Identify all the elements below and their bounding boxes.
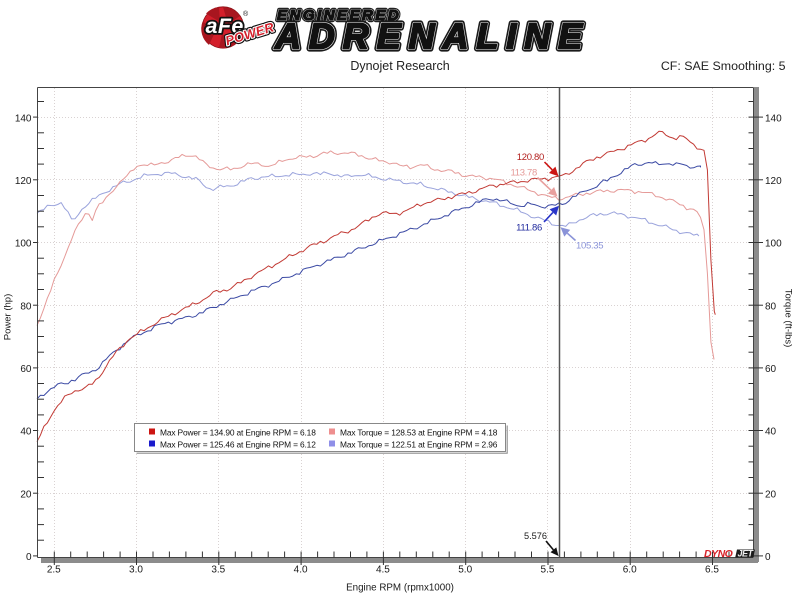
svg-text:6.5: 6.5 bbox=[705, 565, 719, 576]
svg-text:80: 80 bbox=[20, 301, 32, 312]
svg-text:Engine RPM (rpmx1000): Engine RPM (rpmx1000) bbox=[346, 583, 454, 594]
svg-text:111.86: 111.86 bbox=[516, 223, 542, 234]
svg-text:4.5: 4.5 bbox=[376, 565, 390, 576]
svg-text:aFe: aFe bbox=[206, 14, 244, 38]
svg-text:60: 60 bbox=[765, 364, 777, 375]
svg-text:Max Torque = 122.51 at Engine: Max Torque = 122.51 at Engine RPM = 2.96 bbox=[340, 440, 498, 450]
svg-text:6.0: 6.0 bbox=[623, 565, 637, 576]
svg-text:105.35: 105.35 bbox=[576, 241, 603, 252]
svg-text:20: 20 bbox=[765, 489, 777, 500]
svg-text:3.5: 3.5 bbox=[211, 565, 225, 576]
svg-text:40: 40 bbox=[765, 427, 777, 438]
svg-text:5.5: 5.5 bbox=[541, 565, 555, 576]
svg-text:120: 120 bbox=[15, 176, 32, 187]
svg-text:100: 100 bbox=[765, 239, 782, 250]
svg-text:JET: JET bbox=[738, 549, 755, 559]
svg-text:120.80: 120.80 bbox=[517, 152, 544, 163]
svg-text:Dynojet Research: Dynojet Research bbox=[350, 59, 449, 73]
svg-text:5.576: 5.576 bbox=[524, 531, 547, 541]
svg-text:140: 140 bbox=[765, 113, 782, 124]
svg-text:Max Torque = 128.53 at Engine: Max Torque = 128.53 at Engine RPM = 4.18 bbox=[340, 428, 498, 438]
svg-text:ENGINEERED: ENGINEERED bbox=[277, 7, 401, 24]
svg-text:CF: SAE Smoothing: 5: CF: SAE Smoothing: 5 bbox=[661, 59, 786, 73]
svg-text:®: ® bbox=[243, 10, 249, 18]
svg-text:0: 0 bbox=[26, 552, 32, 563]
svg-text:20: 20 bbox=[20, 489, 32, 500]
svg-text:3.0: 3.0 bbox=[129, 565, 143, 576]
svg-text:ADRENALINE: ADRENALINE bbox=[274, 16, 590, 57]
svg-text:113.78: 113.78 bbox=[510, 168, 537, 179]
svg-text:5.0: 5.0 bbox=[458, 565, 472, 576]
svg-text:120: 120 bbox=[765, 176, 782, 187]
svg-text:Max Power = 134.90 at Engine R: Max Power = 134.90 at Engine RPM = 6.18 bbox=[160, 428, 316, 438]
svg-text:4.0: 4.0 bbox=[294, 565, 308, 576]
svg-text:60: 60 bbox=[20, 364, 32, 375]
svg-text:40: 40 bbox=[20, 427, 32, 438]
svg-text:Torque (ft-lbs): Torque (ft-lbs) bbox=[783, 289, 794, 348]
svg-text:ENGINEERED: ENGINEERED bbox=[277, 7, 401, 24]
svg-text:ADRENALINE: ADRENALINE bbox=[274, 16, 590, 57]
svg-text:100: 100 bbox=[15, 239, 32, 250]
svg-text:80: 80 bbox=[765, 301, 777, 312]
svg-text:2.5: 2.5 bbox=[47, 565, 61, 576]
svg-text:140: 140 bbox=[15, 113, 32, 124]
svg-text:0: 0 bbox=[765, 552, 771, 563]
svg-text:Max Power = 125.46 at Engine R: Max Power = 125.46 at Engine RPM = 6.12 bbox=[160, 440, 316, 450]
svg-text:ADRENALINE: ADRENALINE bbox=[274, 16, 590, 57]
svg-text:DYNO: DYNO bbox=[704, 548, 733, 560]
svg-text:Power (hp): Power (hp) bbox=[3, 294, 14, 340]
svg-text:ENGINEERED: ENGINEERED bbox=[277, 7, 401, 24]
